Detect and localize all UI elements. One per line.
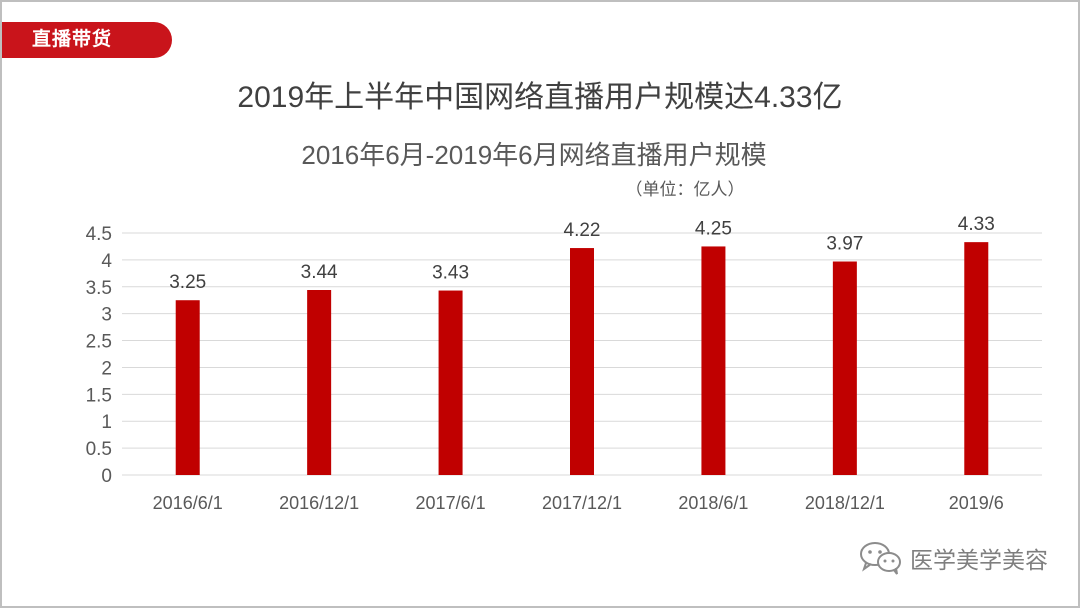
bar bbox=[832, 261, 857, 475]
y-tick-label: 3 bbox=[101, 305, 112, 326]
data-label: 3.43 bbox=[432, 263, 469, 284]
x-tick-label: 2016/6/1 bbox=[153, 493, 223, 513]
bar bbox=[570, 248, 594, 475]
data-labels: 3.25 3.44 3.43 4.22 4.25 3.97 4.33 bbox=[169, 214, 995, 293]
bar bbox=[438, 290, 463, 475]
y-tick-label: 4.5 bbox=[86, 224, 112, 245]
x-tick-label: 2016/12/1 bbox=[279, 493, 359, 513]
y-tick-label: 2 bbox=[101, 358, 112, 379]
bar bbox=[964, 242, 989, 475]
y-tick-label: 4 bbox=[101, 251, 112, 272]
main-title: 2019年上半年中国网络直播用户规模达4.33亿 bbox=[237, 81, 843, 114]
watermark: 医学美学美容 bbox=[858, 540, 1048, 576]
bars bbox=[175, 242, 989, 475]
data-label: 3.25 bbox=[169, 272, 206, 293]
data-label: 3.44 bbox=[301, 262, 338, 283]
y-tick-label: 2.5 bbox=[86, 332, 112, 353]
y-tick-label: 0.5 bbox=[86, 439, 112, 460]
unit-label: （单位：亿人） bbox=[626, 180, 745, 199]
x-tick-label: 2019/6 bbox=[949, 493, 1004, 513]
wechat-icon bbox=[860, 542, 901, 575]
y-tick-label: 1 bbox=[101, 412, 112, 433]
x-tick-label: 2017/12/1 bbox=[542, 493, 622, 513]
chart-title: 2016年6月-2019年6月网络直播用户规模 bbox=[301, 140, 766, 170]
x-tick-label: 2018/12/1 bbox=[805, 493, 885, 513]
y-axis-ticks: 0 0.5 1 1.5 2 2.5 3 3.5 4 4.5 bbox=[86, 224, 113, 487]
y-tick-label: 0 bbox=[101, 466, 112, 487]
bar bbox=[307, 290, 332, 475]
data-label: 4.22 bbox=[564, 220, 601, 241]
data-label: 3.97 bbox=[826, 234, 863, 255]
bar bbox=[175, 300, 200, 475]
x-tick-label: 2018/6/1 bbox=[678, 493, 748, 513]
data-label: 4.33 bbox=[958, 214, 995, 235]
bar bbox=[701, 246, 726, 475]
x-axis-ticks: 2016/6/1 2016/12/1 2017/6/1 2017/12/1 2018/6… bbox=[153, 493, 1004, 513]
y-tick-label: 1.5 bbox=[86, 385, 112, 406]
data-label: 4.25 bbox=[695, 218, 732, 239]
section-tag: 直播带货 bbox=[2, 22, 172, 58]
y-tick-label: 3.5 bbox=[86, 278, 112, 299]
x-tick-label: 2017/6/1 bbox=[416, 493, 486, 513]
watermark-text: 医学美学美容 bbox=[910, 547, 1048, 573]
